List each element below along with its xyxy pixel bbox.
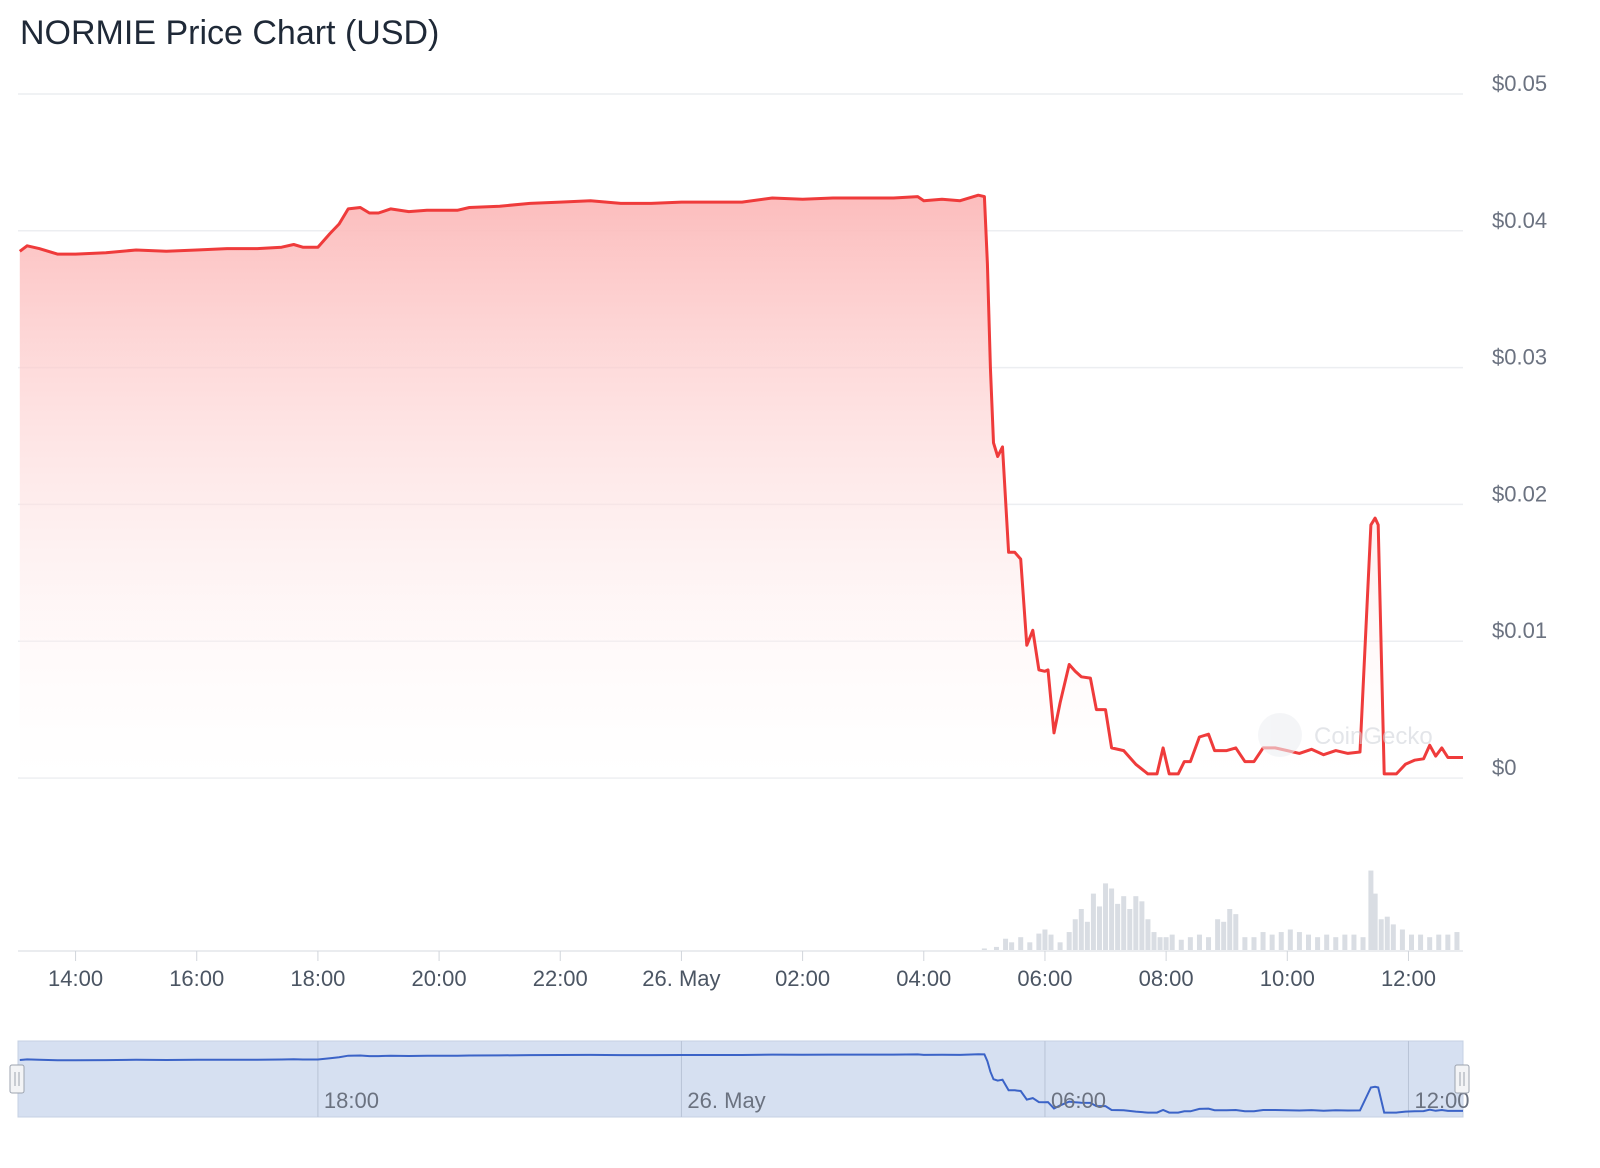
volume-bar	[1278, 932, 1284, 950]
volume-bar	[1233, 914, 1239, 950]
volume-bar	[1269, 934, 1275, 950]
volume-bar	[1351, 934, 1357, 950]
navigator-tick-label: 26. May	[687, 1088, 765, 1113]
volume-bar	[1057, 942, 1063, 950]
volume-bar	[1360, 937, 1366, 950]
volume-bar	[1145, 919, 1151, 950]
y-tick-label: $0.01	[1492, 618, 1547, 643]
volume-bar	[1133, 896, 1139, 950]
x-tick-label: 08:00	[1139, 966, 1194, 991]
volume-bar	[1009, 942, 1015, 950]
volume-bar	[1436, 934, 1442, 950]
volume-bar	[1454, 932, 1460, 950]
volume-bar	[1127, 909, 1133, 950]
volume-bar	[1251, 937, 1257, 950]
volume-bar	[1296, 932, 1302, 950]
watermark-text: CoinGecko	[1314, 723, 1433, 750]
y-tick-label: $0.03	[1492, 345, 1547, 370]
x-tick-label: 16:00	[169, 966, 224, 991]
volume-bar	[1315, 937, 1321, 950]
volume-bar	[1306, 934, 1312, 950]
volume-bar	[1221, 921, 1227, 950]
navigator-left-handle[interactable]	[9, 1064, 25, 1094]
price-area	[19, 195, 1463, 778]
volume-bar	[1096, 906, 1102, 950]
chart-title: NORMIE Price Chart (USD)	[20, 14, 440, 52]
volume-bar	[1445, 934, 1451, 950]
x-tick-label: 06:00	[1017, 966, 1072, 991]
volume-bar	[1378, 919, 1384, 950]
navigator-grid	[317, 1041, 1409, 1117]
volume-bar	[1427, 937, 1433, 950]
volume-bar	[1090, 893, 1096, 950]
navigator-right-handle[interactable]	[1454, 1064, 1470, 1094]
volume-bar	[1048, 934, 1054, 950]
x-tick-label: 20:00	[412, 966, 467, 991]
x-tick-label: 26. May	[642, 966, 720, 991]
volume-bar	[1206, 937, 1212, 950]
volume-bar	[1333, 937, 1339, 950]
volume-bar	[1390, 924, 1396, 950]
volume-bar	[1418, 934, 1424, 950]
volume-bar	[993, 946, 999, 950]
volume-bar	[1103, 883, 1109, 950]
volume-bar	[1260, 932, 1266, 950]
volume-bar	[1384, 916, 1390, 950]
volume-bar	[1139, 901, 1145, 950]
volume-bar	[1066, 932, 1072, 950]
volume-bar	[1084, 921, 1090, 950]
volume-bar	[1018, 937, 1024, 950]
x-tick-label: 02:00	[775, 966, 830, 991]
y-tick-label: $0.04	[1492, 208, 1547, 233]
x-tick-label: 18:00	[290, 966, 345, 991]
volume-bar	[1409, 934, 1415, 950]
y-axis-ticks: $0.05 $0.04 $0.03 $0.02 $0.01 $0	[1492, 71, 1547, 780]
volume-bars	[981, 870, 1460, 950]
volume-bar	[1169, 934, 1175, 950]
volume-bar	[1178, 939, 1184, 950]
coingecko-watermark: CoinGecko	[1258, 713, 1433, 757]
volume-bar	[1287, 929, 1293, 950]
x-tick-label: 14:00	[48, 966, 103, 991]
navigator-line	[19, 1053, 1463, 1114]
volume-bar	[1368, 870, 1374, 950]
volume-bar	[1227, 909, 1233, 950]
volume-bar	[1157, 937, 1163, 950]
x-tick-label: 12:00	[1381, 966, 1436, 991]
volume-bar	[1121, 896, 1127, 950]
volume-bar	[1151, 932, 1157, 950]
volume-bar	[1078, 909, 1084, 950]
navigator-ticks: 18:00 26. May 06:00 12:00	[324, 1088, 1470, 1113]
x-axis-ticks: 14:00 16:00 18:00 20:00 22:00 26. May 02:00 04:…	[48, 951, 1436, 991]
volume-bar	[1242, 937, 1248, 950]
volume-bar	[1036, 933, 1042, 950]
x-tick-label: 04:00	[896, 966, 951, 991]
y-tick-label: $0.02	[1492, 481, 1547, 506]
volume-bar	[1399, 929, 1405, 950]
navigator-background	[17, 1040, 1464, 1118]
price-line[interactable]	[18, 193, 1463, 776]
volume-bar	[1196, 934, 1202, 950]
navigator-tick-label: 06:00	[1051, 1088, 1106, 1113]
x-tick-label: 22:00	[533, 966, 588, 991]
volume-bar	[1324, 934, 1330, 950]
y-tick-label: $0.05	[1492, 71, 1547, 96]
volume-bar	[1072, 919, 1078, 950]
volume-bar	[1003, 938, 1009, 950]
volume-bar	[1342, 934, 1348, 950]
volume-bar	[1187, 937, 1193, 950]
volume-bar	[1115, 903, 1121, 950]
volume-bar	[1372, 893, 1378, 950]
volume-bar	[1042, 929, 1048, 950]
y-tick-label: $0	[1492, 755, 1516, 780]
volume-bar	[1109, 888, 1115, 950]
volume-bar	[1027, 942, 1033, 950]
navigator-tick-label: 18:00	[324, 1088, 379, 1113]
x-tick-label: 10:00	[1260, 966, 1315, 991]
range-navigator[interactable]: 18:00 26. May 06:00 12:00	[9, 1040, 1470, 1118]
volume-bar	[1215, 919, 1221, 950]
volume-bar	[981, 948, 987, 950]
volume-bar	[1163, 937, 1169, 950]
